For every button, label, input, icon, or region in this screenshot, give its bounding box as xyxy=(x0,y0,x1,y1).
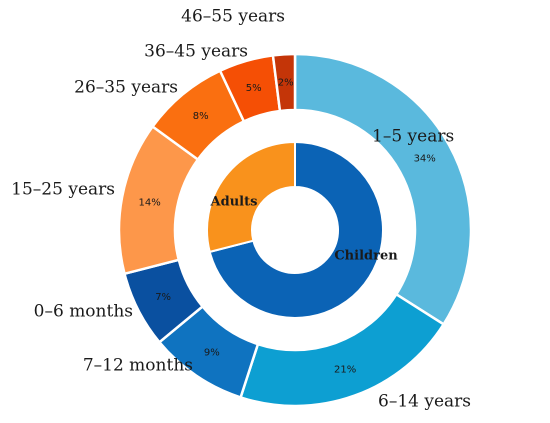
outer-label-26-35-years: 26–35 years xyxy=(74,78,178,98)
outer-label-0-6-months: 0–6 months xyxy=(34,302,133,322)
pct-label-46-55-years: 2% xyxy=(278,77,294,88)
outer-slice-1-5-years xyxy=(293,52,473,327)
inner-label-children: Children xyxy=(334,249,398,264)
inner-slice-children xyxy=(208,140,384,319)
outer-ring xyxy=(117,52,473,408)
outer-label-1-5-years: 1–5 years xyxy=(372,127,454,147)
inner-ring xyxy=(206,140,384,319)
pct-label-7-12-months: 9% xyxy=(204,347,220,358)
pct-label-26-35-years: 8% xyxy=(193,111,209,122)
outer-label-36-45-years: 36–45 years xyxy=(144,42,248,62)
outer-label-15-25-years: 15–25 years xyxy=(11,180,115,200)
inner-slice-adults xyxy=(206,140,296,254)
outer-label-7-12-months: 7–12 months xyxy=(83,356,193,376)
inner-label-adults: Adults xyxy=(210,195,258,210)
pct-label-0-6-months: 7% xyxy=(155,292,171,303)
pct-label-36-45-years: 5% xyxy=(246,83,262,94)
outer-label-46-55-years: 46–55 years xyxy=(181,7,285,27)
chart-labels: 34% 21% 9% 7% 14% 8% 5% 2% 1–5 years 6–14 years 7–… xyxy=(11,7,471,412)
pct-label-15-25-years: 14% xyxy=(139,197,161,208)
outer-slice-46-55-years xyxy=(271,52,297,113)
pct-label-1-5-years: 34% xyxy=(414,154,436,165)
pct-label-6-14-years: 21% xyxy=(334,364,356,375)
outer-label-6-14-years: 6–14 years xyxy=(378,392,471,412)
